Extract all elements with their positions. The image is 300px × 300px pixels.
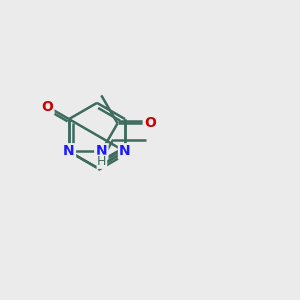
Text: N: N (95, 145, 107, 158)
Text: O: O (41, 100, 53, 114)
Text: N: N (63, 145, 75, 158)
Text: O: O (144, 116, 156, 130)
Text: N: N (119, 145, 131, 158)
Text: H: H (97, 155, 106, 168)
